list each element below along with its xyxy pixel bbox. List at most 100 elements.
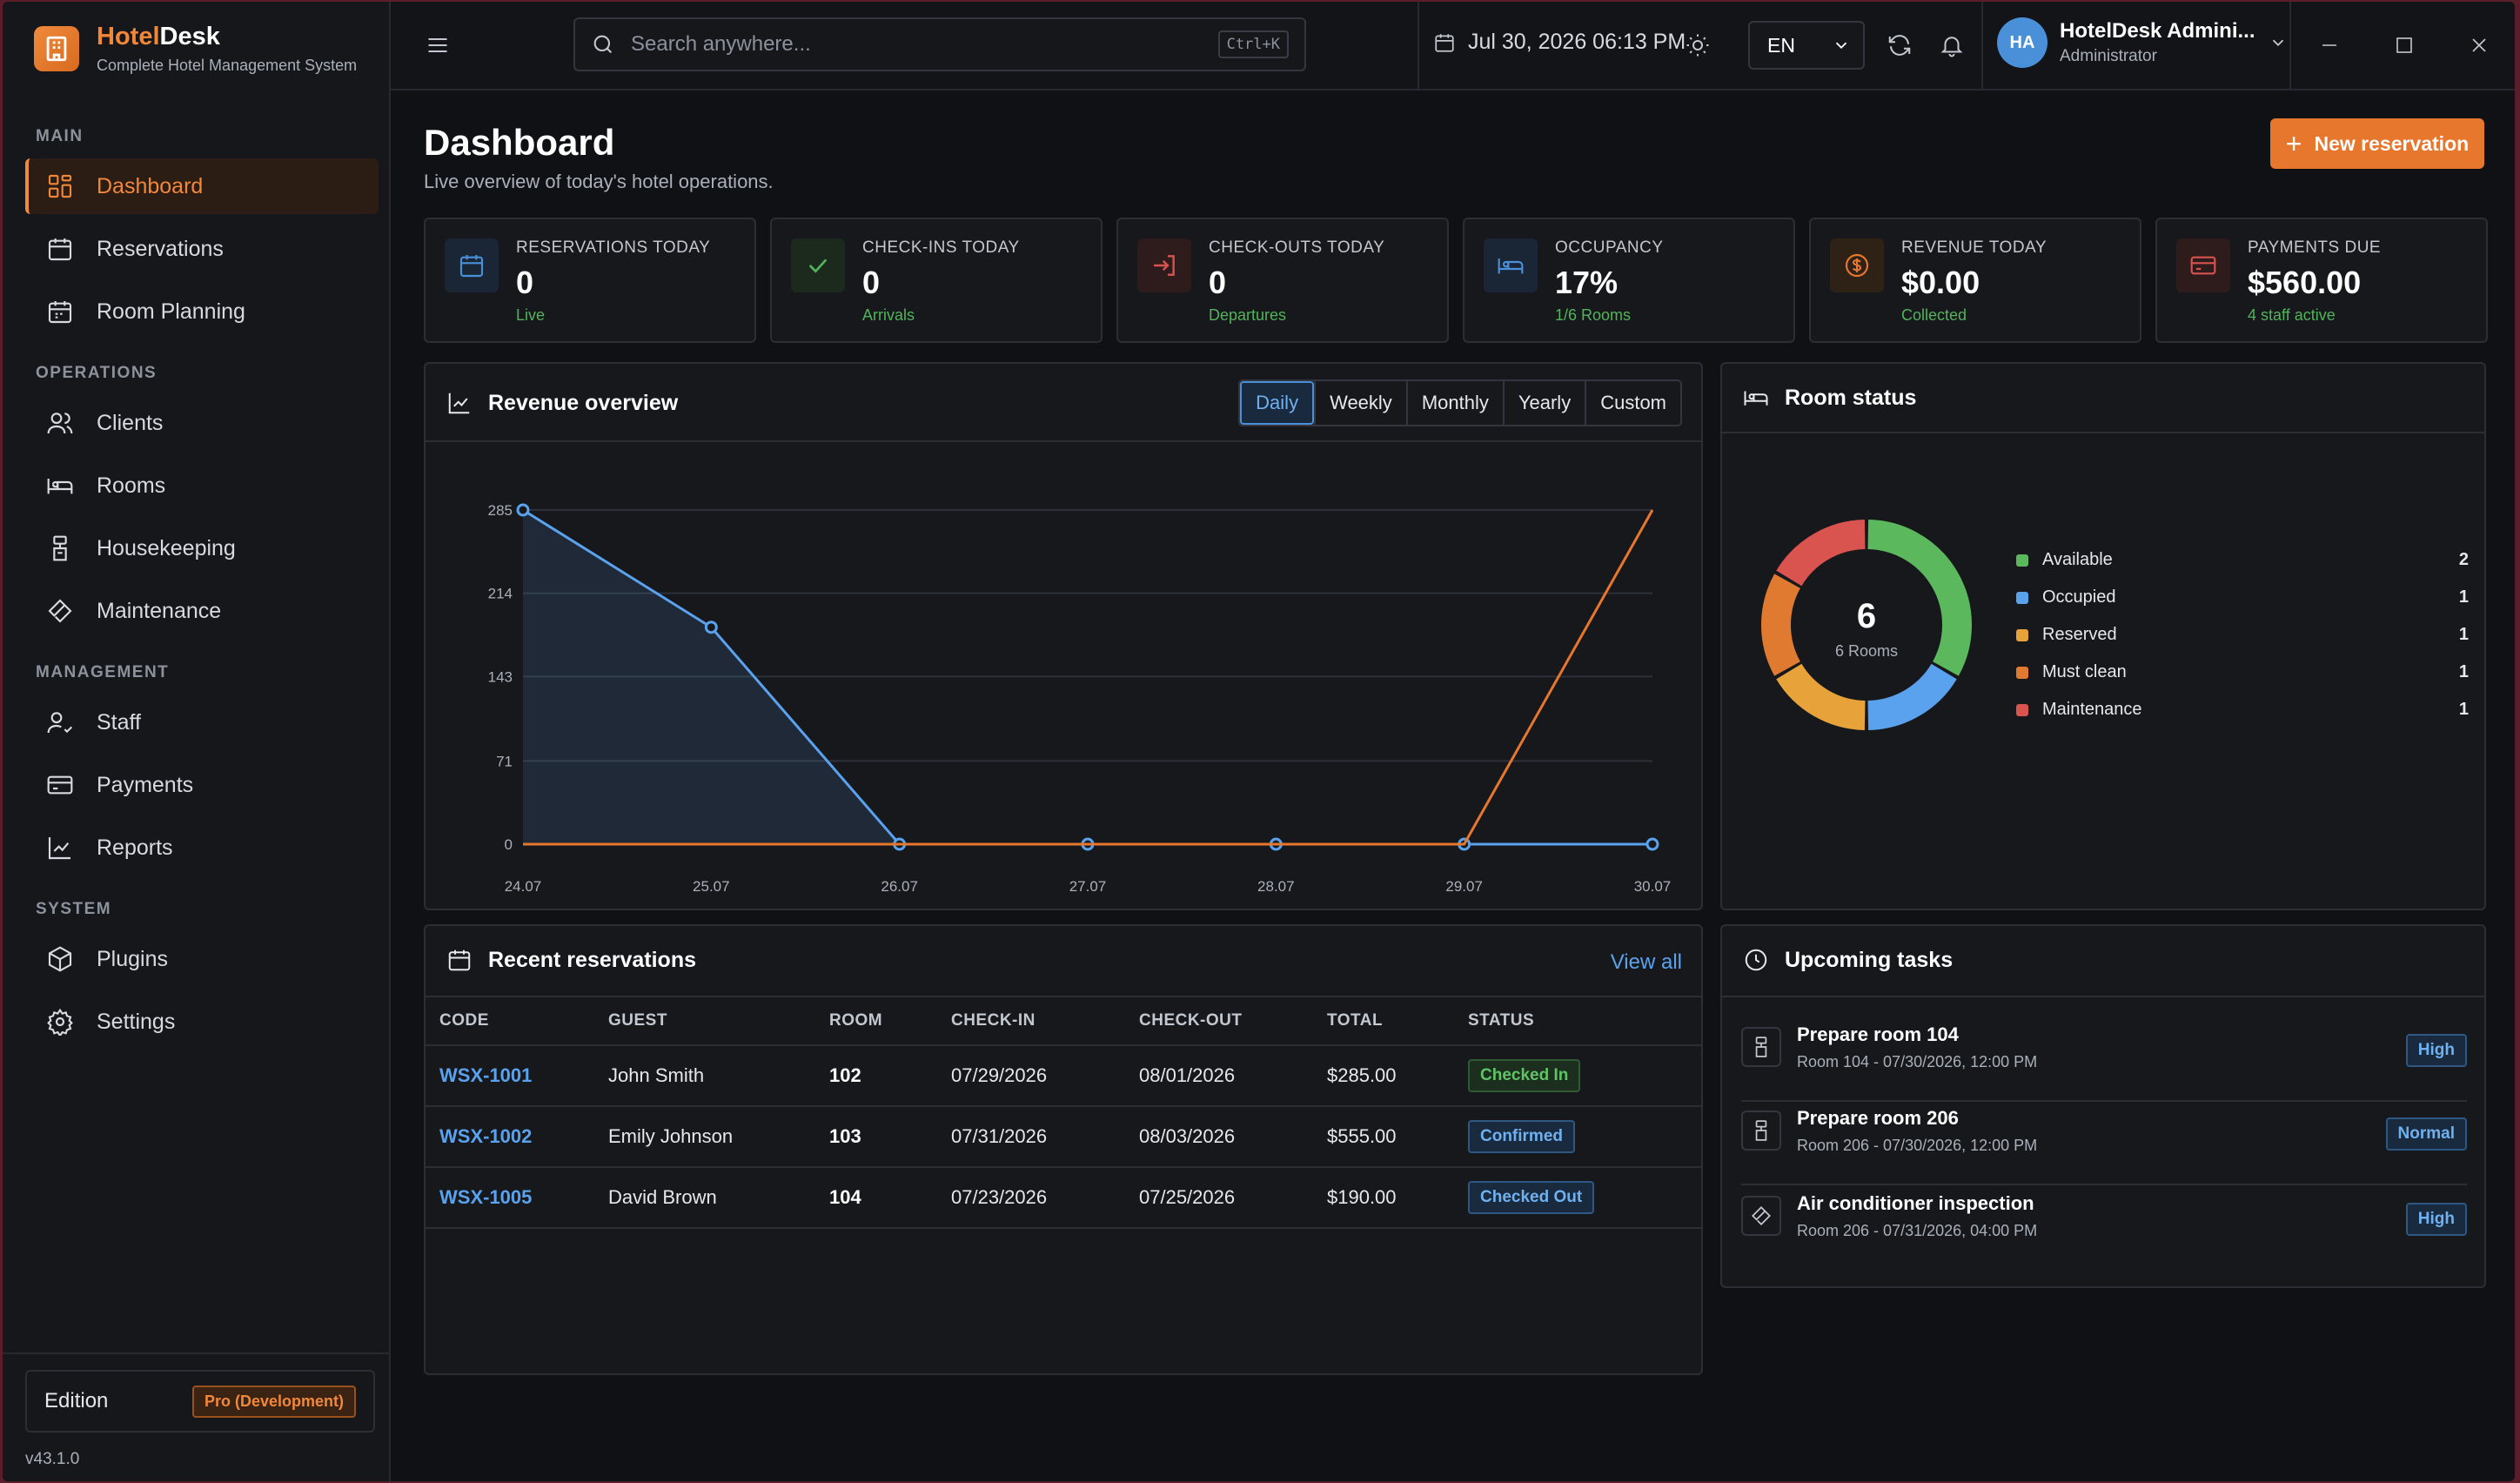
top-bar: Search anywhere... Ctrl+K Jul 30, 2026 0…: [391, 2, 2515, 91]
edition-label: Edition: [44, 1389, 109, 1413]
calendar-icon: [448, 950, 471, 971]
task-item[interactable]: Prepare room 206 Room 206 - 07/30/2026, …: [1741, 1091, 2467, 1173]
language-select[interactable]: EN: [1748, 21, 1865, 70]
sidebar-item-housekeeping[interactable]: Housekeeping: [25, 520, 379, 576]
stat-value: 0: [516, 265, 534, 300]
donut-slice-available[interactable]: [1867, 520, 1972, 676]
room-status-title: Room status: [1743, 385, 1916, 411]
sidebar-item-settings[interactable]: Settings: [25, 994, 379, 1050]
x-tick-label: 30.07: [1634, 878, 1672, 895]
y-tick-label: 285: [488, 502, 513, 519]
sidebar-item-label: Rooms: [97, 473, 166, 498]
new-reservation-label: New reservation: [2314, 131, 2470, 155]
brand[interactable]: HotelDesk Complete Hotel Management Syst…: [34, 23, 357, 75]
sidebar-item-dashboard[interactable]: Dashboard: [25, 158, 379, 214]
avatar: HA: [1997, 17, 2048, 68]
period-weekly[interactable]: Weekly: [1314, 381, 1406, 425]
sidebar-item-label: Clients: [97, 410, 164, 435]
table-row[interactable]: WSX-1002 Emily Johnson 103 07/31/2026 08…: [426, 1106, 1701, 1168]
stat-sub: 4 staff active: [2248, 306, 2336, 324]
stat-sub: Collected: [1901, 306, 1967, 324]
new-reservation-button[interactable]: + New reservation: [2270, 118, 2484, 169]
x-tick-label: 27.07: [1069, 878, 1107, 895]
bed-icon: [1484, 238, 1538, 292]
legend-swatch: [2016, 703, 2028, 716]
chart-icon: [448, 393, 470, 414]
task-divider: [1741, 1184, 2467, 1185]
period-daily[interactable]: Daily: [1240, 381, 1315, 425]
period-selector: Daily Weekly Monthly Yearly Custom: [1238, 379, 1682, 426]
x-tick-label: 28.07: [1257, 878, 1295, 895]
sidebar-item-label: Reports: [97, 835, 173, 860]
status-badge: Confirmed: [1468, 1120, 1575, 1153]
y-tick-label: 214: [488, 586, 513, 602]
bed-icon: [1744, 391, 1768, 406]
reservations-title-text: Recent reservations: [488, 947, 697, 972]
user-menu[interactable]: HA HotelDesk Admini... Administrator: [1997, 17, 2288, 68]
period-monthly[interactable]: Monthly: [1405, 381, 1503, 425]
maximize-button[interactable]: [2387, 28, 2422, 63]
sidebar-item-payments[interactable]: Payments: [25, 757, 379, 813]
minimize-button[interactable]: [2312, 28, 2347, 63]
legend-swatch: [2016, 554, 2028, 567]
panel-divider: [426, 440, 1701, 442]
refresh-button[interactable]: [1882, 28, 1917, 63]
sidebar-item-room-planning[interactable]: Room Planning: [25, 284, 379, 339]
stat-value: $0.00: [1901, 265, 1980, 300]
donut-slice-maintenance[interactable]: [1776, 520, 1867, 587]
sidebar-item-reservations[interactable]: Reservations: [25, 221, 379, 277]
version-label: v43.1.0: [25, 1450, 80, 1468]
view-all-link[interactable]: View all: [1610, 950, 1682, 974]
sidebar-item-rooms[interactable]: Rooms: [25, 458, 379, 513]
status-cell: Confirmed: [1468, 1106, 1701, 1168]
reservation-code-link[interactable]: WSX-1005: [426, 1167, 608, 1229]
box-icon: [48, 946, 72, 972]
notifications-button[interactable]: [1934, 28, 1969, 63]
theme-toggle-button[interactable]: [1680, 28, 1715, 63]
period-yearly[interactable]: Yearly: [1502, 381, 1585, 425]
user-check-icon: [47, 712, 73, 734]
donut-slice-reserved[interactable]: [1776, 663, 1867, 730]
period-custom[interactable]: Custom: [1585, 381, 1680, 425]
task-title: Prepare room 206: [1797, 1107, 1959, 1129]
room-status-title-text: Room status: [1785, 385, 1917, 410]
legend-available: Available 2: [2016, 550, 2469, 570]
col-room: ROOM: [829, 996, 951, 1046]
sidebar-item-label: Staff: [97, 709, 141, 735]
app-name: HotelDesk: [97, 23, 220, 50]
donut-total: 6: [1856, 597, 1877, 635]
hamburger-icon: [428, 37, 447, 53]
search-input[interactable]: Search anywhere... Ctrl+K: [573, 17, 1306, 71]
user-name: HotelDesk Admini...: [2060, 19, 2255, 43]
sidebar-item-maintenance[interactable]: Maintenance: [25, 583, 379, 639]
sidebar-item-label: Dashboard: [97, 173, 204, 198]
table-row[interactable]: WSX-1005 David Brown 104 07/23/2026 07/2…: [426, 1167, 1701, 1229]
sidebar-item-staff[interactable]: Staff: [25, 695, 379, 750]
app-subtitle: Complete Hotel Management System: [97, 57, 358, 74]
status-badge: Checked In: [1468, 1059, 1581, 1092]
task-item[interactable]: Prepare room 104 Room 104 - 07/30/2026, …: [1741, 1008, 2467, 1090]
table-row[interactable]: WSX-1001 John Smith 102 07/29/2026 08/01…: [426, 1045, 1701, 1107]
tasks-title: Upcoming tasks: [1743, 947, 1953, 973]
sidebar-item-plugins[interactable]: Plugins: [25, 931, 379, 987]
stat-value: $560.00: [2248, 265, 2362, 300]
legend-occupied: Occupied 1: [2016, 587, 2469, 607]
sidebar-item-reports[interactable]: Reports: [25, 820, 379, 876]
section-main: MAIN: [36, 127, 84, 145]
reservation-code-link[interactable]: WSX-1002: [426, 1106, 608, 1168]
menu-toggle-button[interactable]: [420, 28, 455, 63]
donut-slice-must-clean[interactable]: [1761, 574, 1801, 676]
x-tick-label: 24.07: [505, 878, 542, 895]
task-item[interactable]: Air conditioner inspection Room 206 - 07…: [1741, 1177, 2467, 1258]
wrench-icon: [48, 599, 72, 623]
room-status-donut: [1761, 520, 1972, 730]
donut-slice-occupied[interactable]: [1867, 663, 1957, 730]
total-amount: $555.00: [1327, 1106, 1468, 1168]
section-system: SYSTEM: [36, 900, 112, 918]
dashboard-icon: [48, 174, 72, 198]
revenue-area: [523, 510, 1652, 844]
reservation-code-link[interactable]: WSX-1001: [426, 1045, 608, 1107]
close-button[interactable]: [2462, 28, 2497, 63]
sidebar-item-clients[interactable]: Clients: [25, 395, 379, 451]
stat-card-checkins: CHECK-INS TODAY 0 Arrivals: [770, 218, 1102, 343]
